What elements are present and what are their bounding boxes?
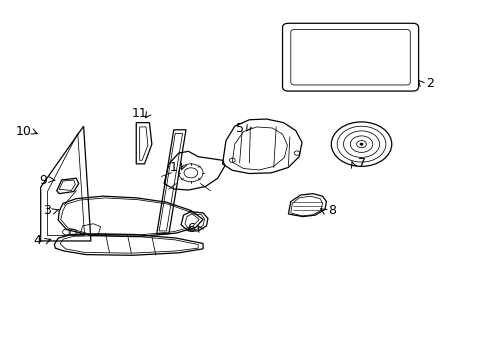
- Text: 10: 10: [16, 125, 32, 138]
- Text: 1: 1: [169, 161, 177, 174]
- Text: 5: 5: [235, 122, 243, 135]
- Text: 8: 8: [327, 204, 336, 217]
- Text: 7: 7: [357, 157, 365, 170]
- Text: 2: 2: [425, 77, 433, 90]
- Text: 4: 4: [33, 234, 41, 247]
- Circle shape: [359, 143, 362, 145]
- Text: 9: 9: [40, 174, 47, 186]
- Text: 3: 3: [43, 204, 51, 217]
- Text: 11: 11: [132, 107, 147, 120]
- Text: 6: 6: [186, 222, 194, 235]
